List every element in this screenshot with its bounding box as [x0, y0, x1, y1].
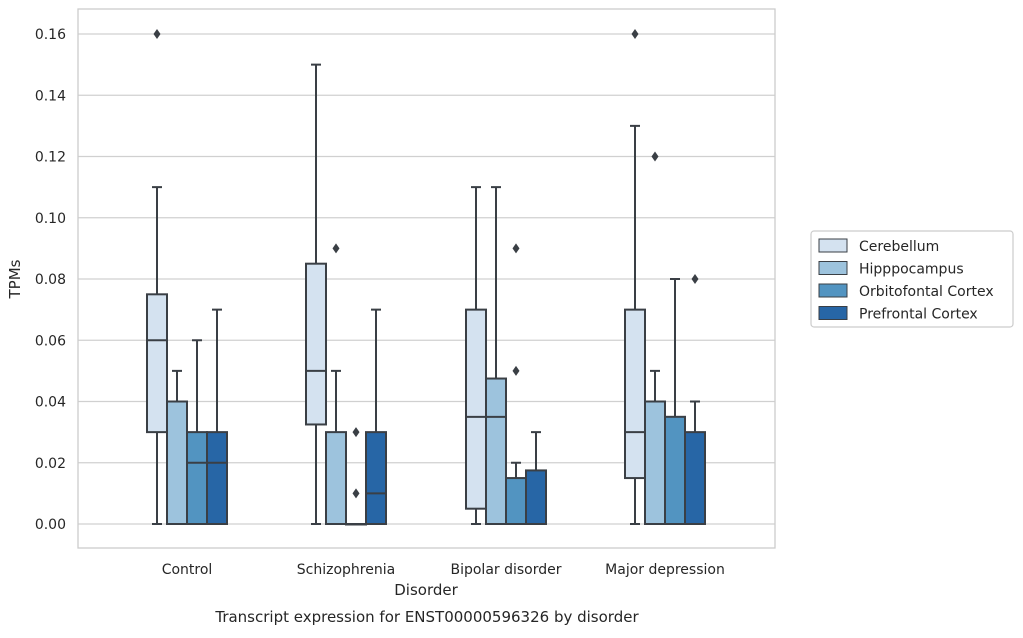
y-tick-label: 0.00 [35, 517, 66, 533]
x-tick-label: Bipolar disorder [450, 562, 561, 578]
outlier-point [691, 274, 699, 284]
legend-label: Prefrontal Cortex [859, 307, 978, 323]
y-tick-label: 0.16 [35, 27, 66, 43]
box-iqr [505, 477, 527, 525]
box-cerebellum [305, 63, 327, 525]
legend-label: Orbitofontal Cortex [859, 284, 994, 300]
box-hipppocampus [644, 151, 666, 525]
box-hipppocampus [485, 186, 507, 525]
axis-layer: 0.00 0.02 0.04 0.06 0.08 0.10 0.12 0.14 0.16 Cont… [35, 27, 725, 578]
legend-swatch [818, 283, 848, 298]
box-iqr [684, 431, 706, 525]
outlier-point [512, 243, 520, 254]
box-iqr [186, 431, 208, 525]
box-iqr [166, 400, 188, 525]
outlier-point [512, 365, 520, 376]
box-iqr [664, 415, 686, 525]
box-iqr [485, 377, 507, 525]
legend-label: Cerebellum [859, 239, 939, 255]
y-tick-label: 0.06 [35, 333, 66, 349]
box-layer [146, 29, 706, 526]
legend: Cerebellum Hipppocampus Orbitofontal Corte… [810, 230, 1014, 328]
outlier-point [651, 151, 659, 162]
box-cerebellum [624, 29, 646, 525]
y-tick-label: 0.14 [35, 88, 66, 104]
box-iqr [146, 293, 168, 434]
box-iqr [325, 431, 347, 525]
outlier-point [153, 29, 161, 39]
y-tick-label: 0.08 [35, 272, 66, 288]
plot-frame [77, 8, 776, 549]
box-hipppocampus [325, 243, 347, 525]
box-orbitofontal-cortex [186, 339, 208, 525]
outlier-point [332, 243, 340, 254]
outlier-point [352, 427, 360, 438]
legend-swatch [818, 238, 848, 253]
x-tick-label: Schizophrenia [297, 562, 395, 578]
y-tick-label: 0.02 [35, 456, 66, 472]
box-iqr [305, 262, 327, 426]
legend-label: Hipppocampus [859, 262, 964, 278]
legend-swatch [818, 306, 848, 320]
box-hipppocampus [166, 369, 188, 525]
box-iqr [206, 431, 228, 525]
box-orbitofontal-cortex [345, 427, 367, 526]
box-prefrontal-cortex [684, 274, 706, 525]
y-axis-label: TPMs [6, 259, 24, 299]
box-prefrontal-cortex [365, 308, 387, 525]
box-orbitofontal-cortex [505, 243, 527, 525]
x-tick-label: Major depression [605, 562, 725, 578]
box-cerebellum [465, 186, 487, 525]
y-tick-label: 0.04 [35, 395, 66, 411]
x-axis-label: Disorder [394, 581, 458, 599]
x-tick-label: Control [162, 562, 213, 578]
figure-caption: Transcript expression for ENST0000059632… [214, 608, 639, 626]
box-cerebellum [146, 29, 168, 525]
legend-swatch [818, 261, 848, 275]
y-tick-label: 0.12 [35, 150, 66, 166]
outlier-point [631, 29, 639, 39]
box-iqr [465, 308, 487, 510]
outlier-point [352, 488, 360, 499]
box-iqr [624, 308, 646, 480]
box-prefrontal-cortex [206, 308, 228, 525]
legend-frame [810, 230, 1014, 328]
y-tick-label: 0.10 [35, 211, 66, 227]
box-prefrontal-cortex [525, 431, 547, 525]
box-iqr [365, 431, 387, 525]
box-iqr [525, 469, 547, 525]
box-iqr [644, 400, 666, 525]
